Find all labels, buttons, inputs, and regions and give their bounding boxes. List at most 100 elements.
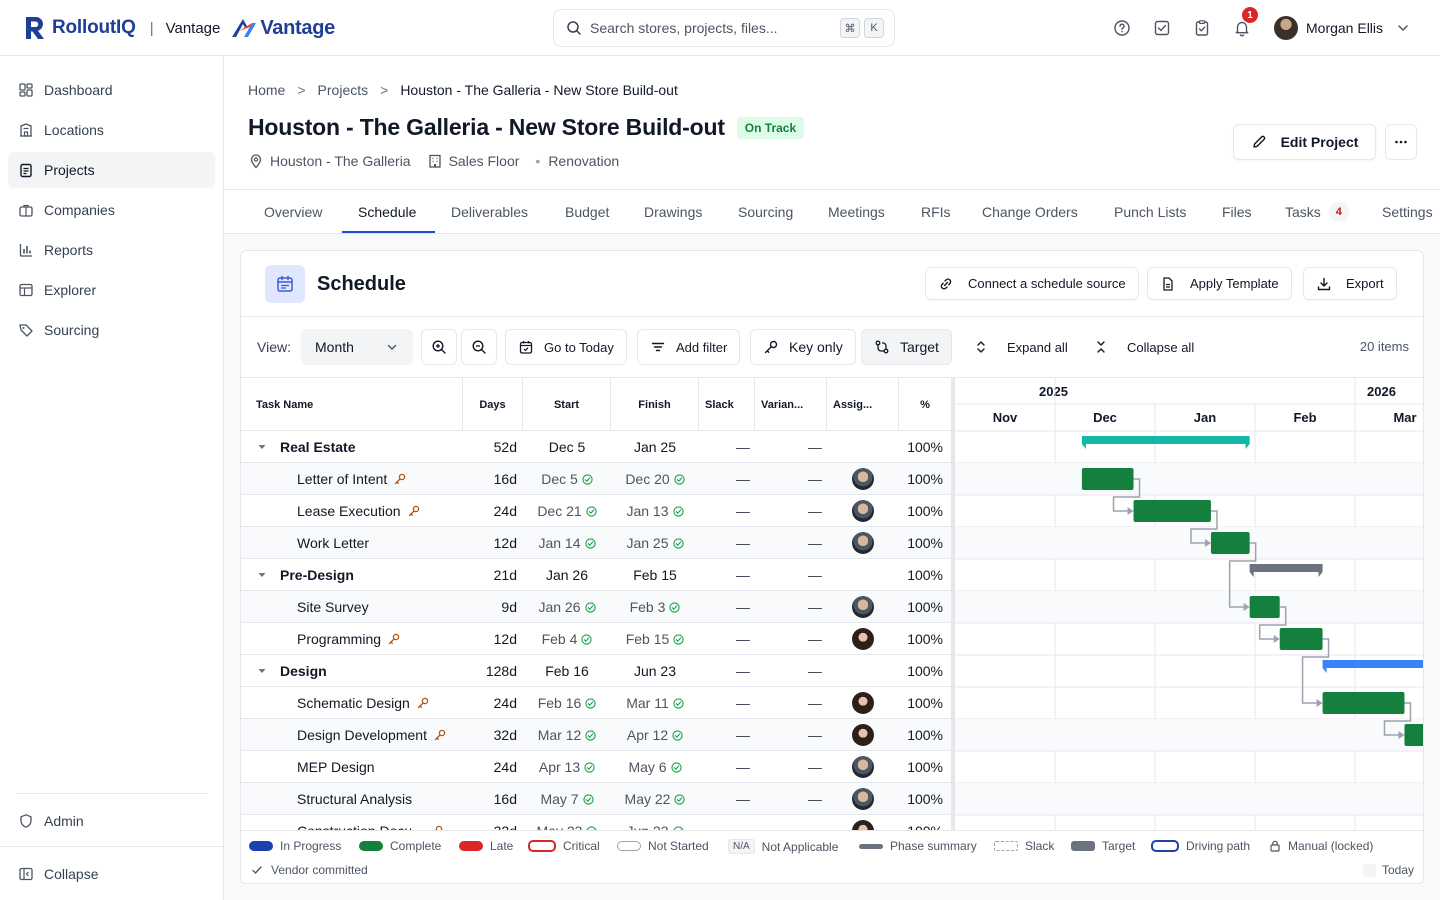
slack-cell: — [736,599,750,615]
chevron-down-icon[interactable] [257,570,267,580]
tab-sourcing[interactable]: Sourcing [738,204,794,220]
assignee-cell[interactable] [827,783,899,815]
export-button[interactable]: Export [1303,267,1397,300]
percent-cell: 100% [907,567,943,583]
tab-schedule[interactable]: Schedule [358,204,417,220]
column-header-slack[interactable]: Slack [699,378,755,431]
percent-cell: 100% [907,631,943,647]
column-header-start[interactable]: Start [523,378,611,431]
go-to-today-button[interactable]: Go to Today [505,329,627,365]
assignee-cell[interactable] [827,559,899,591]
legend-slack: Slack [994,839,1054,853]
sidebar-item-explorer[interactable]: Explorer [8,272,215,308]
assignee-cell[interactable] [827,655,899,687]
table-row[interactable]: Work Letter 12d Jan 14 Jan 25 — — 100% [241,527,951,559]
assignee-cell[interactable] [827,591,899,623]
legend-swatch [859,843,883,849]
key-only-toggle[interactable]: Key only [750,329,856,365]
assignee-cell[interactable] [827,815,899,830]
items-count: 20 items [1359,339,1409,354]
assignee-cell[interactable] [827,527,899,559]
column-header-percent[interactable]: % [920,398,930,411]
zoom-out-button[interactable] [461,329,497,365]
assignee-cell[interactable] [827,495,899,527]
table-row[interactable]: Design Development 32d Mar 12 Apr 12 — — 100% [241,719,951,751]
assignee-cell[interactable] [827,463,899,495]
user-menu[interactable]: Morgan Ellis [1274,16,1411,40]
sidebar-item-sourcing[interactable]: Sourcing [8,312,215,348]
table-row[interactable]: Programming 12d Feb 4 Feb 15 — — 100% [241,623,951,655]
brand[interactable]: RolloutIQ | Vantage Vantage [24,14,335,42]
assignee-cell[interactable] [827,431,899,463]
sidebar-item-dashboard[interactable]: Dashboard [8,72,215,108]
column-header-finish[interactable]: Finish [611,378,699,431]
sidebar-item-admin[interactable]: Admin [8,803,215,839]
checkbox-tasks-icon[interactable] [1150,16,1174,40]
clipboard-check-icon[interactable] [1190,16,1214,40]
table-row[interactable]: Schematic Design 24d Feb 16 Mar 11 — — 100% [241,687,951,719]
column-header-task-name[interactable]: Task Name [241,378,463,431]
tab-meetings[interactable]: Meetings [828,204,885,220]
assignee-cell[interactable] [827,751,899,783]
assignee-cell[interactable] [827,687,899,719]
pane-splitter[interactable] [951,378,955,830]
assignee-cell[interactable] [827,719,899,751]
sidebar-item-companies[interactable]: Companies [8,192,215,228]
tab-overview[interactable]: Overview [264,204,323,220]
chevron-down-icon [1398,25,1408,32]
add-filter-button[interactable]: Add filter [637,329,741,365]
chevron-down-icon[interactable] [257,442,267,452]
bell-icon[interactable]: 1 [1230,7,1258,40]
tab-settings[interactable]: Settings [1382,204,1433,220]
zoom-in-button[interactable] [421,329,457,365]
table-row-group[interactable]: Real Estate 52d Dec 5 Jan 25 — — 100% [241,431,951,463]
search-input[interactable] [590,20,836,36]
view-select[interactable]: Month [301,329,413,365]
global-search[interactable]: ⌘ K [553,9,895,47]
table-row[interactable]: MEP Design 24d Apr 13 May 6 — — 100% [241,751,951,783]
assignee-cell[interactable] [827,623,899,655]
tab-change-orders[interactable]: Change Orders [982,204,1078,220]
tab-deliverables[interactable]: Deliverables [451,204,529,220]
target-toggle[interactable]: Target [861,329,952,365]
help-icon[interactable] [1110,16,1134,40]
table-row-group[interactable]: Design 128d Feb 16 Jun 23 — — 100% [241,655,951,687]
tab-drawings[interactable]: Drawings [644,204,703,220]
variance-cell: — [808,663,822,679]
chevron-down-icon[interactable] [257,666,267,676]
table-row[interactable]: Structural Analysis 16d May 7 May 22 — — 100% [241,783,951,815]
breadcrumb-projects[interactable]: Projects [317,82,369,98]
tab-tasks[interactable]: Tasks 4 [1285,190,1349,234]
legend-label: Vendor committed [271,863,368,877]
add-filter-label: Add filter [676,339,728,355]
table-row[interactable]: Letter of Intent 16d Dec 5 Dec 20 — — 100% [241,463,951,495]
table-row[interactable]: Construction Docu... 32d May 23 Jun 23 — — 100… [241,815,951,830]
column-header-variance[interactable]: Varian... [755,378,827,431]
table-row[interactable]: Site Survey 9d Jan 26 Feb 3 — — 100% [241,591,951,623]
sidebar-collapse-button[interactable]: Collapse [8,856,215,892]
connect-schedule-source-button[interactable]: Connect a schedule source [925,267,1139,300]
active-tab-indicator [342,231,435,233]
workspace-name: Vantage [165,19,221,37]
sidebar-item-projects[interactable]: Projects [8,152,215,188]
breadcrumb-home[interactable]: Home [248,82,286,98]
apply-template-button[interactable]: Apply Template [1147,267,1292,300]
sidebar-item-locations[interactable]: Locations [8,112,215,148]
sidebar-item-reports[interactable]: Reports [8,232,215,268]
tab-rfis[interactable]: RFIs [921,204,951,220]
column-header-days[interactable]: Days [463,378,523,431]
edit-project-button[interactable]: Edit Project [1233,124,1376,160]
table-row[interactable]: Lease Execution 24d Dec 21 Jan 13 — — 100% [241,495,951,527]
collapse-all-button[interactable]: Collapse all [1081,329,1206,365]
expand-all-button[interactable]: Expand all [961,329,1080,365]
tab-files[interactable]: Files [1222,204,1252,220]
connect-schedule-source-label: Connect a schedule source [968,276,1126,291]
more-actions-button[interactable] [1385,124,1417,160]
table-row-group[interactable]: Pre-Design 21d Jan 26 Feb 15 — — 100% [241,559,951,591]
start-date: Feb 16 [537,695,582,711]
column-header-assignee[interactable]: Assig... [827,378,899,431]
tab-budget[interactable]: Budget [565,204,610,220]
tab-punch-lists[interactable]: Punch Lists [1114,204,1187,220]
gantt-task-bar [1210,532,1250,554]
legend-swatch [249,841,273,851]
